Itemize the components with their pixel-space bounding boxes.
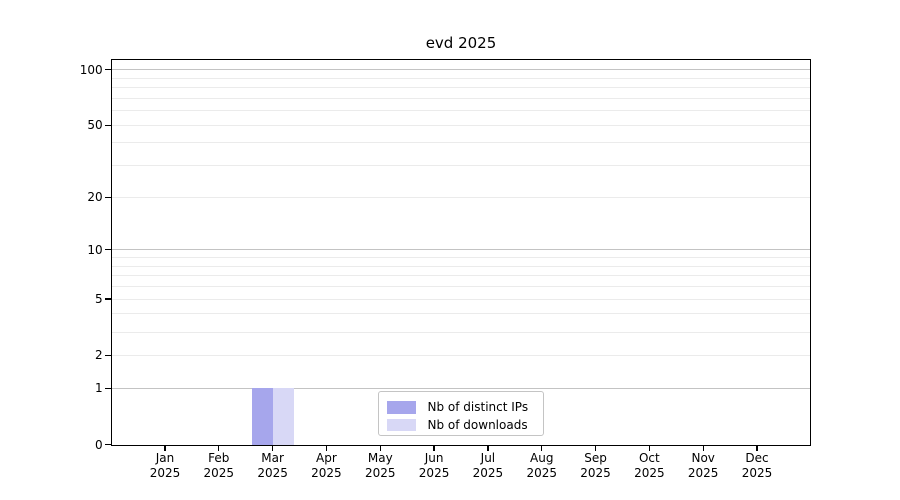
y-tick-label: 2 bbox=[95, 348, 103, 363]
y-tick-label: 1 bbox=[95, 381, 103, 396]
gridline-major bbox=[111, 69, 810, 71]
bar-nb-of-downloads bbox=[272, 388, 294, 445]
x-tick-mark bbox=[379, 444, 381, 451]
x-tick-label: Aug 2025 bbox=[510, 451, 574, 482]
gridline-minor bbox=[111, 257, 810, 259]
bar-nb-of-distinct-ips bbox=[251, 388, 273, 445]
legend-item: Nb of distinct IPs bbox=[379, 399, 543, 417]
x-tick-mark bbox=[594, 444, 597, 451]
x-tick-label: Jul 2025 bbox=[456, 451, 520, 482]
x-tick-year: 2025 bbox=[364, 466, 396, 481]
x-tick-label: Nov 2025 bbox=[671, 451, 735, 482]
x-tick-year: 2025 bbox=[741, 466, 773, 481]
y-tick-mark bbox=[105, 124, 112, 126]
x-tick-month: Sep bbox=[584, 450, 607, 465]
x-tick-mark bbox=[325, 444, 328, 451]
x-tick-label: Feb 2025 bbox=[187, 451, 251, 482]
y-tick-mark bbox=[105, 249, 112, 251]
x-tick-label: Jan 2025 bbox=[133, 451, 197, 482]
gridline-minor bbox=[111, 196, 810, 198]
gridline-minor bbox=[111, 275, 810, 277]
gridline-minor bbox=[111, 87, 810, 89]
y-tick-label: 50 bbox=[87, 118, 103, 133]
x-tick-year: 2025 bbox=[472, 466, 504, 481]
x-tick-label: Oct 2025 bbox=[617, 451, 681, 482]
y-tick-mark bbox=[105, 354, 112, 357]
gridline-major bbox=[111, 249, 810, 251]
gridline-minor bbox=[111, 124, 810, 126]
x-tick-year: 2025 bbox=[687, 466, 719, 481]
gridline-minor bbox=[111, 313, 810, 315]
x-tick-year: 2025 bbox=[580, 466, 611, 481]
gridline-minor bbox=[111, 77, 810, 79]
legend-label: Nb of downloads bbox=[427, 417, 528, 432]
y-tick-label: 5 bbox=[95, 292, 103, 307]
gridline-minor bbox=[111, 265, 810, 267]
y-tick-label: 10 bbox=[87, 242, 103, 257]
gridline-minor bbox=[111, 331, 810, 333]
x-tick-label: Dec 2025 bbox=[725, 451, 789, 482]
x-tick-mark bbox=[218, 444, 220, 451]
y-tick-label: 0 bbox=[95, 437, 103, 452]
gridline-minor bbox=[111, 97, 810, 99]
x-tick-mark bbox=[487, 444, 489, 451]
y-tick-mark bbox=[105, 444, 112, 446]
x-tick-month: Aug bbox=[530, 450, 554, 465]
legend-swatch-distinct-ips bbox=[386, 401, 416, 414]
x-tick-year: 2025 bbox=[311, 466, 342, 481]
legend-swatch-downloads bbox=[386, 418, 416, 431]
x-tick-year: 2025 bbox=[149, 466, 181, 481]
gridline-major bbox=[111, 387, 810, 389]
x-tick-mark bbox=[648, 444, 650, 451]
x-tick-label: Apr 2025 bbox=[294, 451, 358, 482]
x-tick-month: Nov bbox=[691, 450, 715, 465]
x-tick-year: 2025 bbox=[418, 466, 450, 481]
x-tick-month: Jan bbox=[155, 450, 175, 465]
y-tick-mark bbox=[105, 298, 112, 300]
chart-title: evd 2025 bbox=[425, 34, 497, 52]
x-tick-label: Mar 2025 bbox=[241, 451, 305, 482]
y-tick-mark bbox=[105, 196, 112, 198]
y-tick-mark bbox=[105, 387, 112, 389]
x-tick-year: 2025 bbox=[257, 466, 288, 481]
y-tick-mark bbox=[105, 69, 112, 71]
x-tick-month: Dec bbox=[745, 450, 769, 465]
legend-label: Nb of distinct IPs bbox=[427, 400, 529, 415]
y-tick-label: 100 bbox=[79, 62, 103, 77]
x-tick-month: Oct bbox=[638, 450, 660, 465]
x-tick-month: Feb bbox=[208, 450, 230, 465]
gridline-minor bbox=[111, 354, 810, 356]
legend: Nb of distinct IPs Nb of downloads bbox=[377, 390, 544, 436]
y-tick-label: 20 bbox=[87, 190, 103, 205]
x-tick-year: 2025 bbox=[634, 466, 665, 481]
x-tick-label: Jun 2025 bbox=[402, 451, 466, 482]
gridline-minor bbox=[111, 298, 810, 300]
x-tick-year: 2025 bbox=[526, 466, 557, 481]
x-tick-year: 2025 bbox=[203, 466, 235, 481]
x-tick-label: May 2025 bbox=[348, 451, 412, 482]
x-tick-label: Sep 2025 bbox=[564, 451, 628, 482]
gridline-minor bbox=[111, 110, 810, 112]
x-tick-month: Mar bbox=[261, 450, 284, 465]
x-tick-month: Jul bbox=[480, 450, 496, 465]
x-tick-mark bbox=[702, 444, 704, 451]
x-tick-mark bbox=[433, 444, 435, 451]
x-tick-month: May bbox=[367, 450, 393, 465]
x-tick-mark bbox=[541, 444, 543, 451]
x-tick-mark bbox=[164, 444, 166, 451]
legend-item: Nb of downloads bbox=[379, 416, 543, 434]
plot-area: 100 50 20 10 5 2 1 0 Jan 2025 Feb 2025 Mar 2025 Apr 20… bbox=[80, 58, 811, 480]
x-tick-mark bbox=[271, 444, 274, 451]
x-tick-month: Jun bbox=[424, 450, 444, 465]
x-tick-month: Apr bbox=[316, 450, 337, 465]
x-tick-mark bbox=[756, 444, 758, 451]
gridline-minor bbox=[111, 142, 810, 144]
gridline-minor bbox=[111, 286, 810, 288]
gridline-minor bbox=[111, 165, 810, 167]
